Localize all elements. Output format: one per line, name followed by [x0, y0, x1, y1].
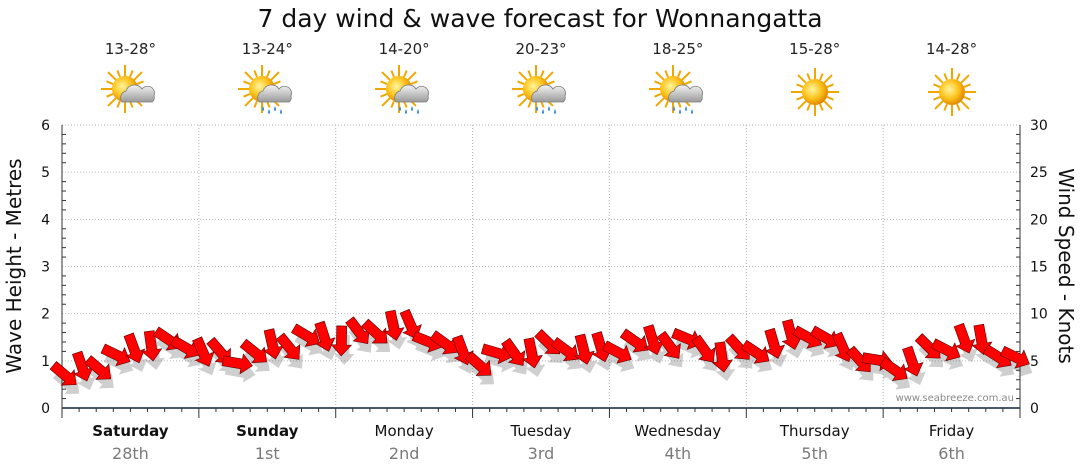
wind-arrow [711, 341, 733, 373]
day-date-label: 4th [665, 444, 692, 463]
wind-arrow [501, 337, 526, 366]
wind-arrow [740, 339, 770, 364]
right-tick-label: 5 [1030, 354, 1039, 370]
wind-arrow [953, 322, 976, 354]
wind-arrows-series [49, 308, 1033, 395]
left-tick-label: 0 [41, 401, 50, 417]
wind-arrow [383, 309, 405, 341]
sun-cloud-icon [101, 65, 156, 113]
left-tick-label: 3 [41, 260, 50, 276]
wind-arrow [330, 325, 353, 357]
day-name-label: Thursday [779, 422, 850, 440]
gridlines [62, 124, 1020, 408]
wind-arrow [619, 328, 649, 353]
sun-icon [790, 68, 839, 116]
wind-arrow [429, 330, 458, 355]
wind-arrow [902, 345, 924, 377]
right-tick-label: 30 [1030, 118, 1048, 134]
day-forecast: 20-23° [472, 40, 610, 120]
temperature-range: 14-20° [378, 40, 430, 58]
wind-arrow [290, 323, 321, 347]
wind-arrow [480, 343, 512, 365]
wind-arrow [84, 355, 112, 380]
wind-arrow [72, 350, 94, 382]
right-tick-label: 10 [1030, 307, 1048, 323]
wind-arrow [602, 340, 632, 364]
temperature-range: 13-24° [241, 40, 293, 58]
temperature-range: 14-28° [926, 40, 978, 58]
day-date-label: 6th [938, 444, 965, 463]
day-date-label: 28th [112, 444, 149, 463]
temperature-range: 18-25° [652, 40, 704, 58]
wind-arrow [361, 318, 388, 344]
site-credit: www.seabreeze.com.au [896, 393, 1014, 404]
right-tick-label: 25 [1030, 165, 1048, 181]
day-name-label: Friday [929, 422, 975, 440]
left-tick-label: 1 [41, 354, 50, 370]
wind-arrow [141, 330, 163, 362]
left-tick-label: 6 [41, 118, 50, 134]
wind-arrow [221, 353, 253, 375]
wind-arrow-marks [49, 308, 1030, 386]
day-forecast: 13-28° [61, 40, 199, 120]
wind-arrow [643, 324, 665, 356]
wind-arrow [999, 345, 1030, 369]
wind-arrow [49, 361, 77, 386]
day-date-label: 3rd [528, 444, 555, 463]
left-tick-label: 4 [41, 212, 50, 228]
wind-arrow [879, 357, 908, 381]
wind-arrow [574, 333, 595, 365]
wind-arrow [275, 332, 301, 360]
wind-arrow [691, 334, 716, 363]
wind-arrow [464, 351, 492, 376]
wind-arrow [169, 335, 200, 359]
right-tick-label: 0 [1030, 401, 1039, 417]
temperature-range: 15-28° [789, 40, 841, 58]
left-axis-title: Wave Height - Metres [2, 158, 26, 373]
sun-icon [927, 68, 976, 116]
day-forecast: 14-28° [883, 40, 1021, 120]
day-name-label: Monday [375, 422, 434, 440]
wind-arrow [930, 338, 961, 362]
sun-cloud-rain-icon [375, 65, 430, 114]
wind-arrow [764, 327, 786, 359]
day-name-label: Wednesday [634, 422, 721, 440]
wind-arrow [123, 332, 146, 364]
temperature-range: 13-28° [104, 40, 156, 58]
day-date-label: 5th [801, 444, 828, 463]
day-date-label: 2nd [389, 444, 419, 463]
day-date-label: 1st [255, 444, 280, 463]
left-tick-label: 2 [41, 307, 50, 323]
day-name-label: Tuesday [509, 422, 571, 440]
wind-arrow [971, 323, 993, 356]
sun-cloud-rain-icon [648, 65, 703, 114]
right-tick-label: 15 [1030, 260, 1048, 276]
day-forecast: 13-24° [198, 40, 336, 120]
wind-arrow [809, 325, 840, 349]
wind-arrow [550, 337, 579, 362]
wind-arrow [671, 327, 702, 350]
wind-arrow [100, 343, 131, 367]
day-forecast: 18-25° [609, 40, 747, 120]
temperature-range: 20-23° [515, 40, 567, 58]
wind-arrow [262, 328, 284, 360]
day-name-label: Saturday [92, 422, 169, 440]
wind-arrow [192, 336, 215, 367]
sun-cloud-rain-icon [238, 65, 293, 114]
right-axis-title: Wind Speed - Knots [1054, 168, 1078, 364]
day-name-label: Sunday [236, 422, 299, 440]
wind-arrow [521, 337, 543, 369]
chart-title: 7 day wind & wave forecast for Wonnangat… [257, 4, 823, 33]
day-forecast: 14-20° [335, 40, 473, 120]
sun-cloud-rain-icon [512, 65, 566, 114]
wind-arrow [656, 330, 681, 359]
left-tick-label: 5 [41, 165, 50, 181]
wind-arrow [314, 320, 336, 352]
day-forecast: 15-28° [746, 40, 884, 120]
wind-arrow [239, 338, 268, 364]
wind-arrow [345, 316, 370, 345]
right-tick-label: 20 [1030, 212, 1048, 228]
